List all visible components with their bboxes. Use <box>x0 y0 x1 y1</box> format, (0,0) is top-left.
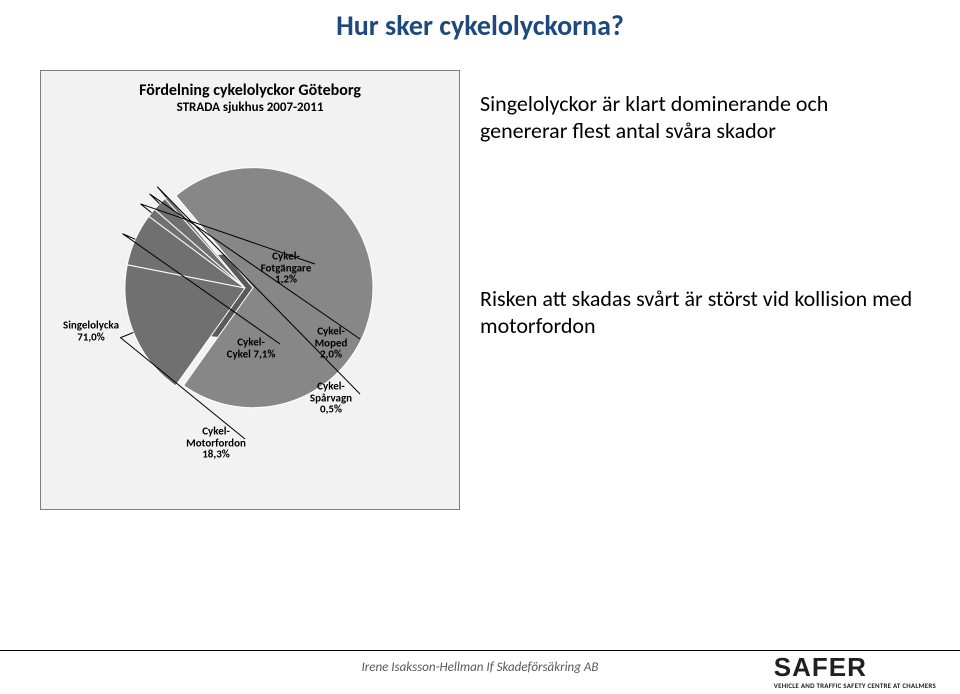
slice-label: Cykel-Cykel 7,1% <box>227 336 276 359</box>
slice-label: Cykel-Fotgängare1,2% <box>261 251 312 286</box>
logo-subtext: VEHICLE AND TRAFFIC SAFETY CENTRE AT CHA… <box>774 681 936 690</box>
pie-chart: Singelolycka71,0%Cykel-Motorfordon18,3%C… <box>51 123 449 453</box>
page-title: Hur sker cykelolyckorna? <box>0 8 960 43</box>
body-text-2: Risken att skadas svårt är störst vid ko… <box>480 285 920 339</box>
chart-panel: Fördelning cykelolyckor Göteborg STRADA … <box>40 70 460 510</box>
chart-title: Fördelning cykelolyckor Göteborg <box>51 81 449 100</box>
pie-svg <box>50 113 450 463</box>
slice-label: Cykel-Moped2,0% <box>315 326 348 361</box>
footer-logo: SAFER VEHICLE AND TRAFFIC SAFETY CENTRE … <box>774 652 936 690</box>
slice-label: Singelolycka71,0% <box>63 319 119 342</box>
body-text-1: Singelolyckor är klart dominerande och g… <box>480 90 920 144</box>
logo-text: SAFER <box>774 652 936 683</box>
footer-divider <box>0 650 960 651</box>
footer: Irene Isaksson-Hellman If Skadeförsäkrin… <box>0 650 960 694</box>
slice-label: Cykel-Spårvagn0,5% <box>310 381 352 416</box>
slice-label: Cykel-Motorfordon18,3% <box>186 426 246 461</box>
